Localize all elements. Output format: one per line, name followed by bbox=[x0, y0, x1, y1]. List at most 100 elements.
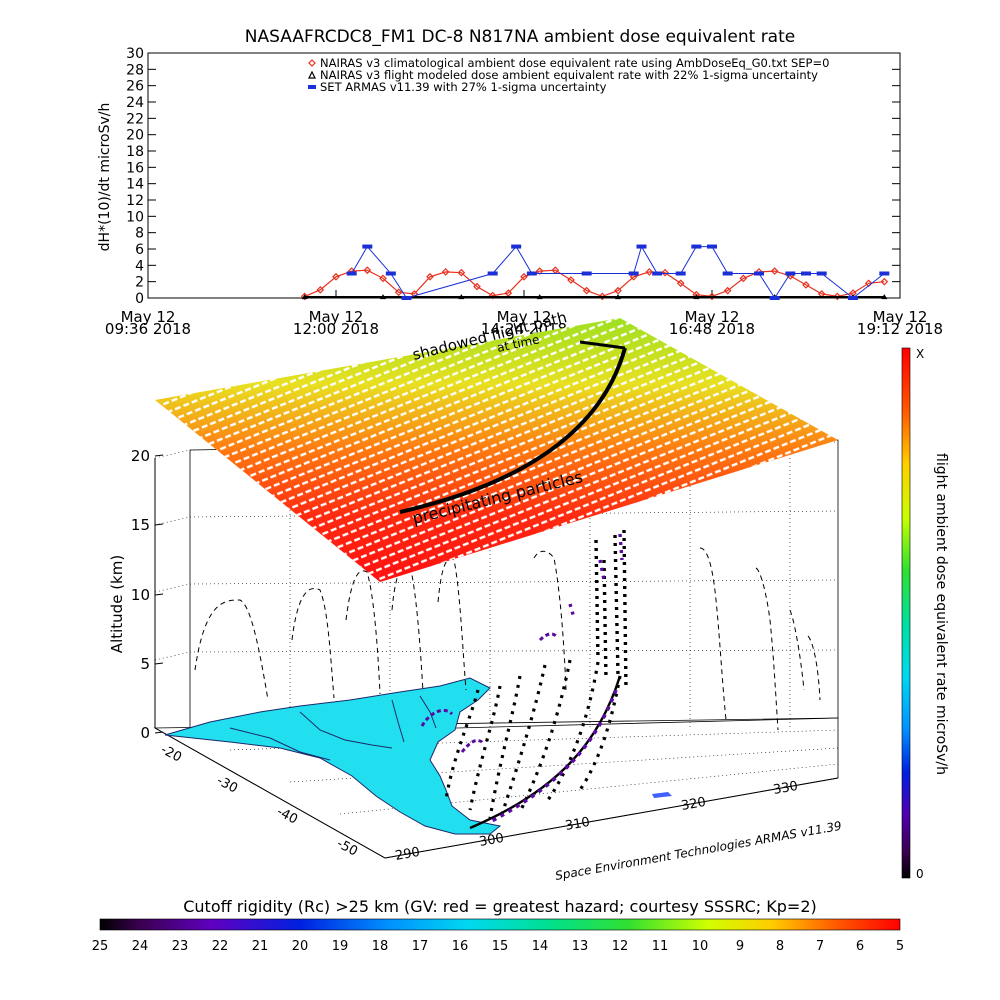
credit-text: Space Environment Technologies ARMAS v11… bbox=[554, 819, 843, 883]
series-armas-line bbox=[351, 245, 885, 299]
z-axis-label: Altitude (km) bbox=[108, 555, 126, 653]
grid-line bbox=[229, 729, 839, 751]
series-climatological-point bbox=[802, 281, 810, 289]
series-armas-point bbox=[511, 244, 522, 249]
series-armas-point bbox=[636, 244, 647, 249]
dose-colorbar bbox=[901, 347, 911, 879]
y-tick-label: 2 bbox=[135, 275, 144, 291]
dose-sheet-hatch bbox=[155, 318, 838, 582]
series-armas-point bbox=[487, 271, 498, 276]
series-armas-point bbox=[652, 271, 663, 276]
lon-ticks: 290 300 310 320 330 bbox=[394, 779, 799, 864]
colorbar-bottom-label: 0 bbox=[916, 867, 924, 881]
series-armas-point bbox=[401, 296, 412, 300]
y-tick-label: 0 bbox=[135, 291, 144, 307]
grid-line bbox=[154, 449, 191, 459]
rigidity-tick-label: 22 bbox=[212, 939, 229, 954]
series-armas-point bbox=[581, 271, 592, 276]
x-tick-label-time: 16:48 2018 bbox=[669, 320, 755, 338]
x-tick-label-date: May 12 bbox=[685, 308, 740, 326]
front-edge bbox=[154, 727, 386, 859]
projected-path bbox=[194, 547, 821, 731]
y-tick-label: 6 bbox=[135, 242, 144, 258]
series-climatological-point bbox=[770, 267, 779, 275]
series-climatological-point bbox=[394, 288, 403, 297]
z-tick-label: 5 bbox=[140, 655, 150, 673]
series-climatological-point bbox=[441, 268, 450, 276]
lon-tick-label: 290 bbox=[394, 845, 421, 864]
legend-entry: SET ARMAS v11.39 with 27% 1-sigma uncert… bbox=[320, 80, 607, 94]
series-armas-point bbox=[769, 296, 780, 300]
right-front-edge bbox=[384, 777, 839, 859]
rigidity-tick-label: 14 bbox=[532, 939, 549, 954]
x-tick-label-date: May 12 bbox=[309, 308, 364, 326]
series-climatological-point bbox=[316, 285, 325, 294]
rigidity-tick-label: 19 bbox=[332, 939, 349, 954]
legend-marker-flight bbox=[308, 70, 316, 79]
series-climatological-point bbox=[661, 268, 669, 277]
series-climatological-point bbox=[739, 274, 748, 283]
rigidity-tick-label: 20 bbox=[292, 939, 309, 954]
flight-arc bbox=[469, 675, 622, 830]
rigidity-tick-label: 16 bbox=[452, 939, 469, 954]
rigidity-title: Cutoff rigidity (Rc) >25 km (GV: red = g… bbox=[183, 897, 817, 916]
top-series-layer bbox=[300, 244, 890, 301]
grid-line bbox=[189, 579, 839, 585]
series-armas-point bbox=[628, 271, 639, 276]
series-flight-point bbox=[301, 294, 308, 300]
y-tick-label: 8 bbox=[135, 226, 144, 242]
series-climatological-point bbox=[723, 286, 732, 295]
series-armas-point bbox=[675, 271, 686, 276]
z-tick-label: 0 bbox=[140, 724, 150, 742]
altitude-3d-panel: shadowed flight path at time precipitati… bbox=[108, 308, 843, 883]
x-tick-label-time: 12:00 2018 bbox=[293, 320, 379, 338]
lon-tick-label: 330 bbox=[772, 779, 799, 798]
rigidity-tick-label: 25 bbox=[92, 939, 109, 954]
rigidity-tick-label: 9 bbox=[736, 939, 744, 954]
y-tick-label: 4 bbox=[135, 258, 144, 274]
rigidity-tick-label: 24 bbox=[132, 939, 149, 954]
y-tick-label: 24 bbox=[126, 95, 144, 111]
rigidity-tick-label: 21 bbox=[252, 939, 269, 954]
series-climatological-point bbox=[426, 272, 434, 281]
series-armas-point bbox=[801, 271, 811, 276]
y-tick-label: 10 bbox=[126, 209, 144, 225]
ground-track bbox=[444, 659, 622, 821]
rigidity-tick-label: 15 bbox=[492, 939, 509, 954]
series-armas-point bbox=[754, 271, 764, 276]
lat-tick-label: -30 bbox=[214, 773, 240, 796]
chart-title: NASAAFRCDC8_FM1 DC-8 N817NA ambient dose… bbox=[245, 27, 795, 47]
rigidity-tick-label: 10 bbox=[692, 939, 709, 954]
lon-tick-label: 310 bbox=[564, 815, 591, 834]
rigidity-tick-label: 12 bbox=[612, 939, 629, 954]
legend-entry: NAIRAS v3 flight modeled dose ambient eq… bbox=[320, 68, 818, 82]
series-armas-point bbox=[816, 271, 827, 276]
y-tick-label: 12 bbox=[126, 193, 144, 209]
rigidity-tick-label: 17 bbox=[412, 939, 429, 954]
rigidity-tick-label: 18 bbox=[372, 939, 389, 954]
series-flight-point bbox=[458, 294, 465, 300]
rigidity-tick-label: 6 bbox=[856, 939, 864, 954]
rigidity-tick-label: 23 bbox=[172, 939, 189, 954]
series-armas-point bbox=[362, 244, 373, 249]
flight-path-top bbox=[579, 340, 626, 350]
y-tick-label: 28 bbox=[126, 62, 144, 78]
z-tick bbox=[154, 731, 164, 734]
series-climatological-point bbox=[363, 266, 372, 275]
grid-line bbox=[154, 583, 191, 593]
rigidity-tick-label: 5 bbox=[896, 939, 904, 954]
series-flight-point bbox=[693, 294, 700, 300]
series-armas-point bbox=[785, 271, 796, 276]
series-armas-point bbox=[848, 296, 858, 300]
legend-entry: NAIRAS v3 climatological ambient dose eq… bbox=[320, 56, 829, 70]
y-tick-label: 16 bbox=[126, 160, 144, 176]
lon-tick-label: 300 bbox=[478, 831, 505, 850]
lon-tick-label: 320 bbox=[680, 795, 707, 814]
series-climatological-point bbox=[457, 268, 466, 277]
rigidity-colorbar bbox=[99, 918, 901, 931]
z-tick bbox=[154, 593, 164, 596]
series-climatological-point bbox=[645, 268, 654, 276]
series-climatological-point bbox=[332, 272, 340, 281]
series-flight-point bbox=[615, 294, 621, 300]
